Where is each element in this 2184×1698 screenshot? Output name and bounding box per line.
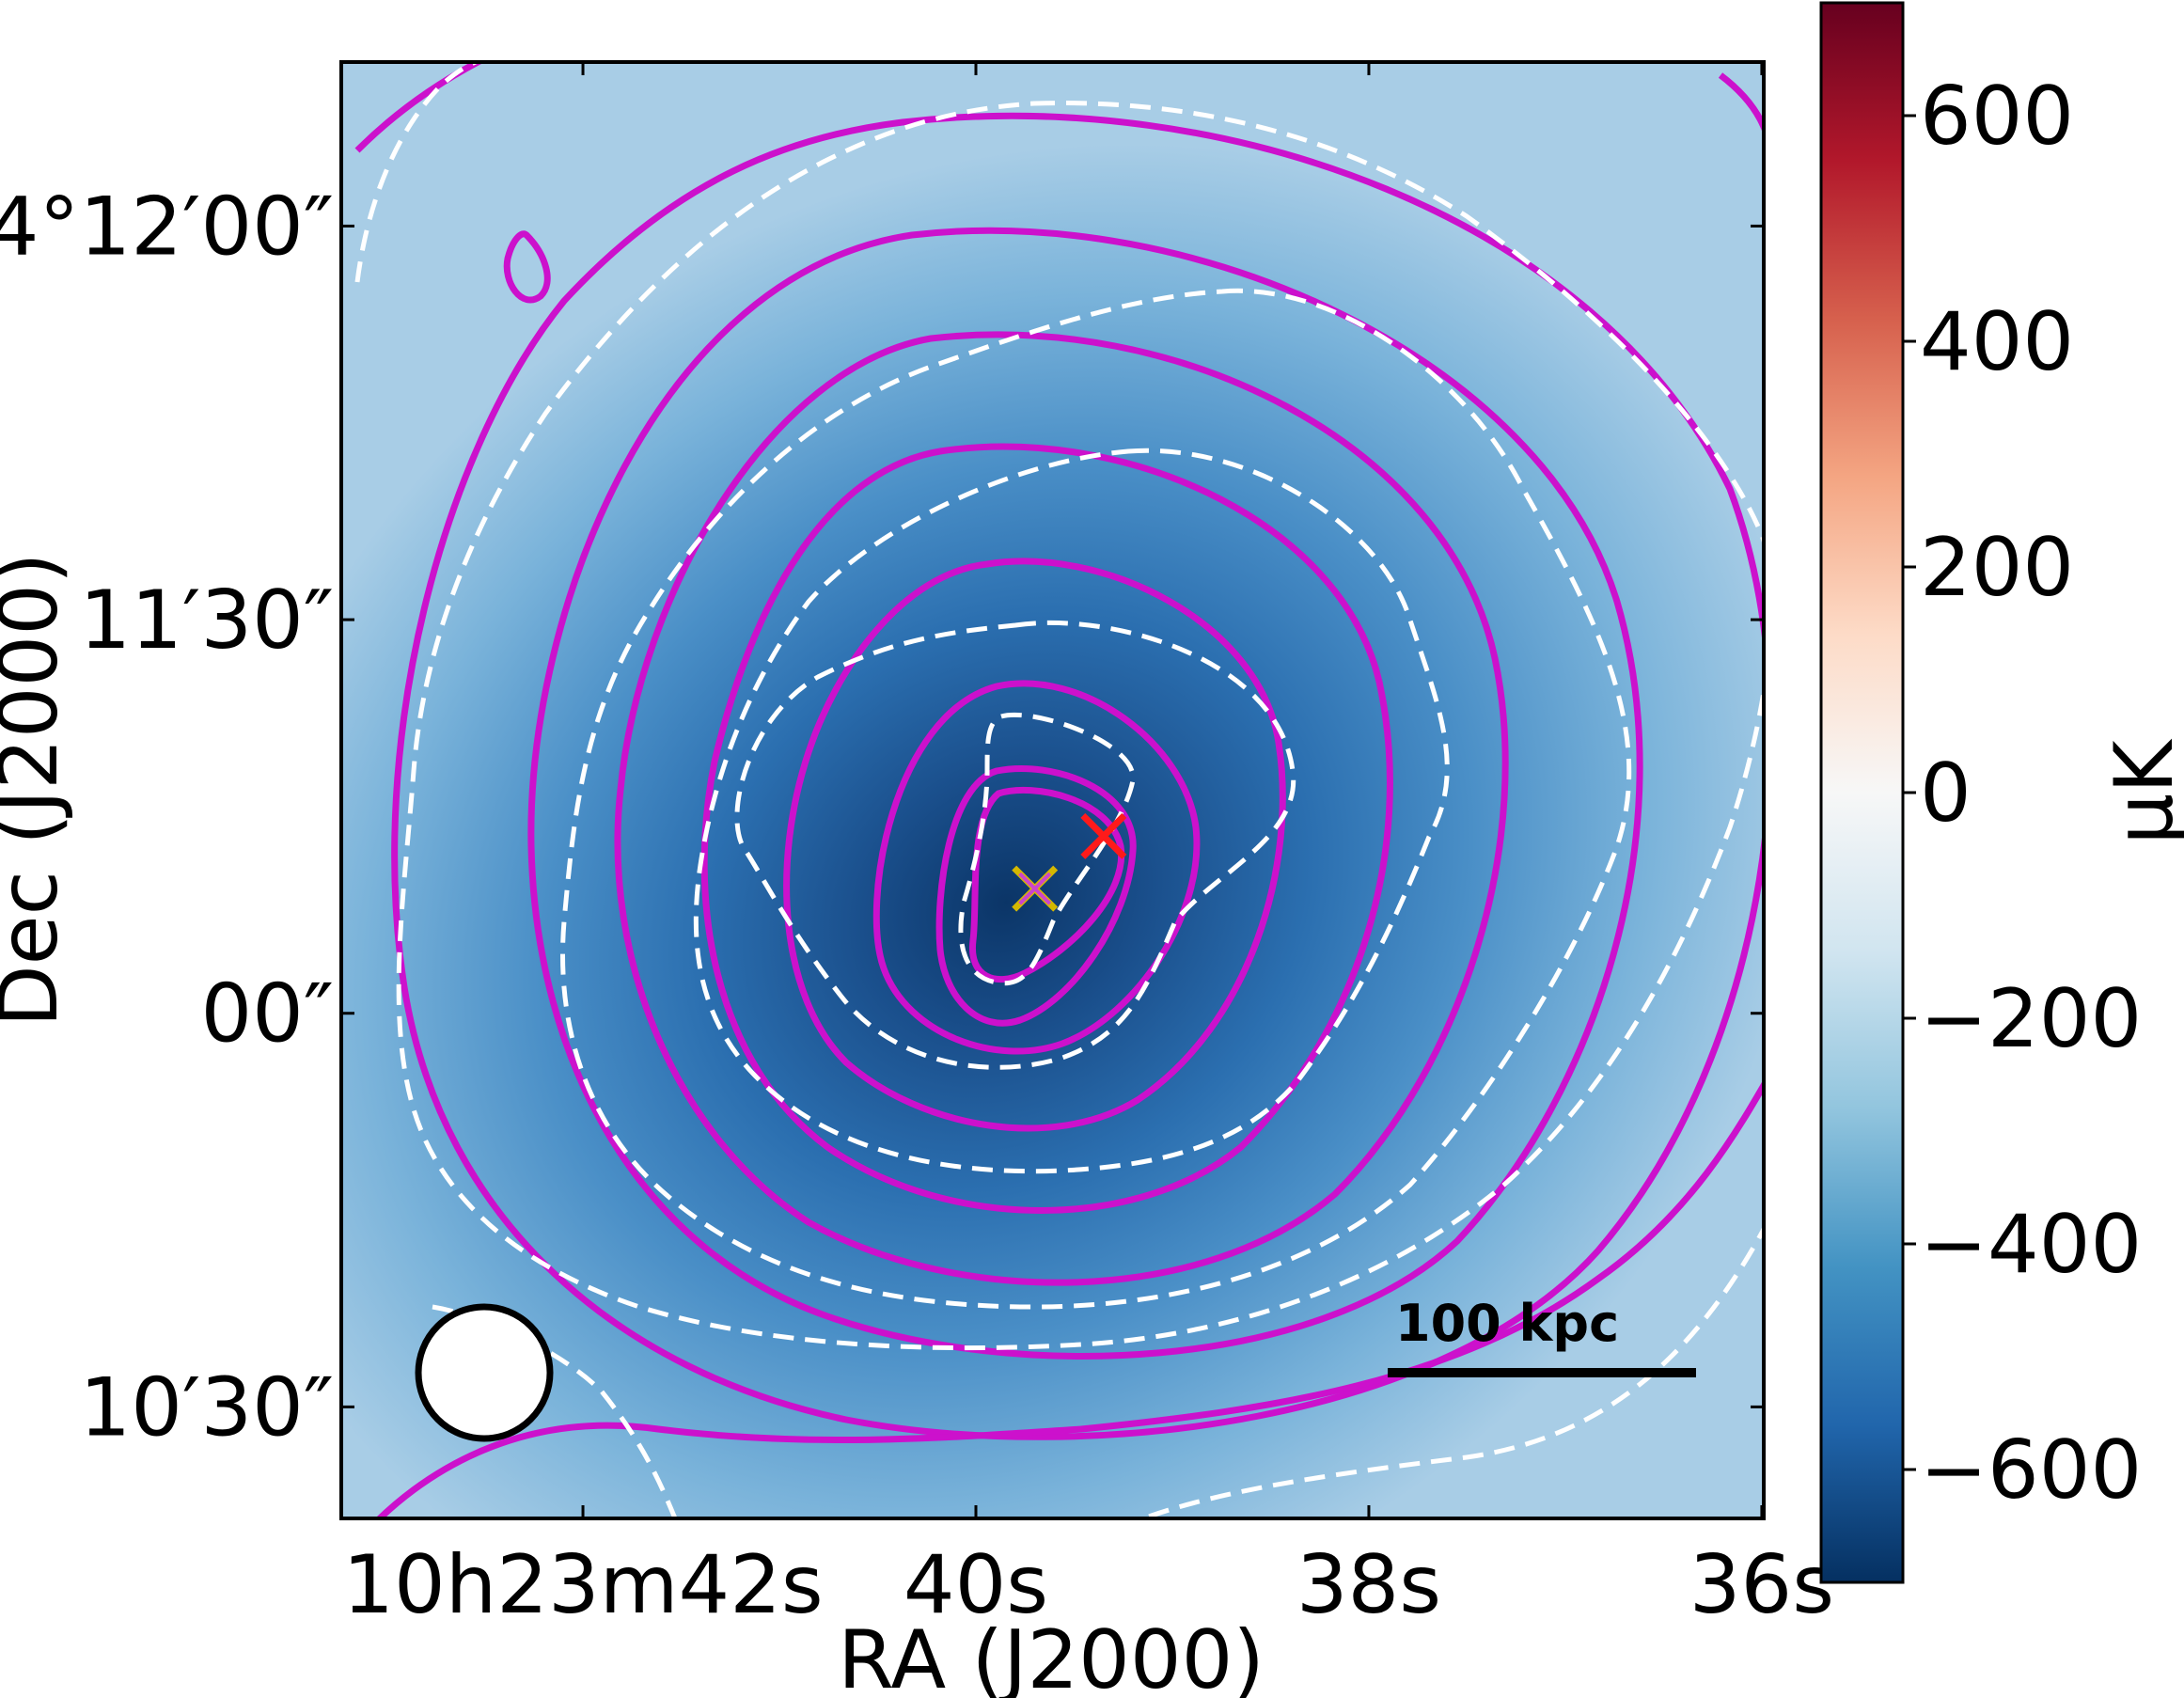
- x-tick-label: 40s: [903, 1538, 1048, 1632]
- solid-contour-11: [503, 230, 551, 304]
- dashed-contour-3: [693, 448, 1450, 1174]
- cross-marker-1: [1080, 812, 1127, 859]
- dashed-contours: [354, 62, 1764, 1518]
- dashed-contour-1: [958, 713, 1136, 986]
- colorbar-tick-label: −400: [1920, 1198, 2142, 1292]
- y-tick-label: 4°12′00″: [0, 180, 334, 274]
- scale-bar-label: 100 kpc: [1395, 1294, 1619, 1353]
- x-axis-title: RA (J2000): [838, 1613, 1265, 1698]
- y-tick-label: 10′30″: [79, 1360, 334, 1454]
- colorbar-label: μK: [2098, 738, 2184, 845]
- y-tick-labels: 4°12′00″ 11′30″ 00″ 10′30″: [0, 180, 334, 1454]
- solid-contour-6: [614, 331, 1509, 1286]
- dashed-contour-4: [560, 288, 1632, 1310]
- colorbar-tick-label: −600: [1920, 1423, 2142, 1517]
- dashed-contour-2: [734, 620, 1296, 1070]
- y-tick-label: 00″: [200, 967, 334, 1061]
- solid-contour-12: [1718, 72, 1764, 137]
- colorbar-tick-label: 600: [1920, 70, 2074, 164]
- solid-contour-7: [527, 227, 1643, 1360]
- axis-ticks: [341, 62, 1764, 1518]
- dashed-contour-5: [396, 101, 1764, 1351]
- dashed-contour-7: [1137, 1224, 1764, 1518]
- colorbar-ticks: 600 400 200 0 −200 −400 −600: [1903, 70, 2142, 1517]
- colorbar-tick-label: 0: [1920, 747, 1972, 841]
- solid-contour-4: [783, 558, 1286, 1132]
- solid-contour-3: [872, 680, 1201, 1055]
- y-tick-label: 11′30″: [79, 574, 334, 668]
- x-tick-label: 36s: [1689, 1538, 1834, 1632]
- colorbar: [1819, 1, 1905, 1584]
- markers: [1012, 812, 1127, 912]
- solid-contour-5: [700, 443, 1393, 1214]
- dashed-contour-6: [432, 1304, 678, 1518]
- cross-marker-3: [1018, 872, 1052, 905]
- plot-frame: [339, 60, 1766, 1520]
- colorbar-tick-label: 400: [1920, 295, 2074, 389]
- x-tick-label: 10h23m42s: [342, 1538, 823, 1632]
- dashed-contour-8: [354, 62, 481, 283]
- y-axis-title: Dec (J2000): [0, 552, 76, 1027]
- beam-ellipse: [415, 1303, 554, 1442]
- solid-contour-9: [374, 1078, 1764, 1518]
- colorbar-tick-label: −200: [1920, 972, 2142, 1066]
- x-tick-labels: 10h23m42s 40s 38s 36s: [342, 1538, 1834, 1632]
- x-tick-label: 38s: [1296, 1538, 1441, 1632]
- solid-contour-1: [968, 786, 1125, 983]
- contour-layer: [354, 62, 1764, 1518]
- colorbar-tick-label: 200: [1920, 521, 2074, 615]
- solid-contour-2: [935, 765, 1137, 1027]
